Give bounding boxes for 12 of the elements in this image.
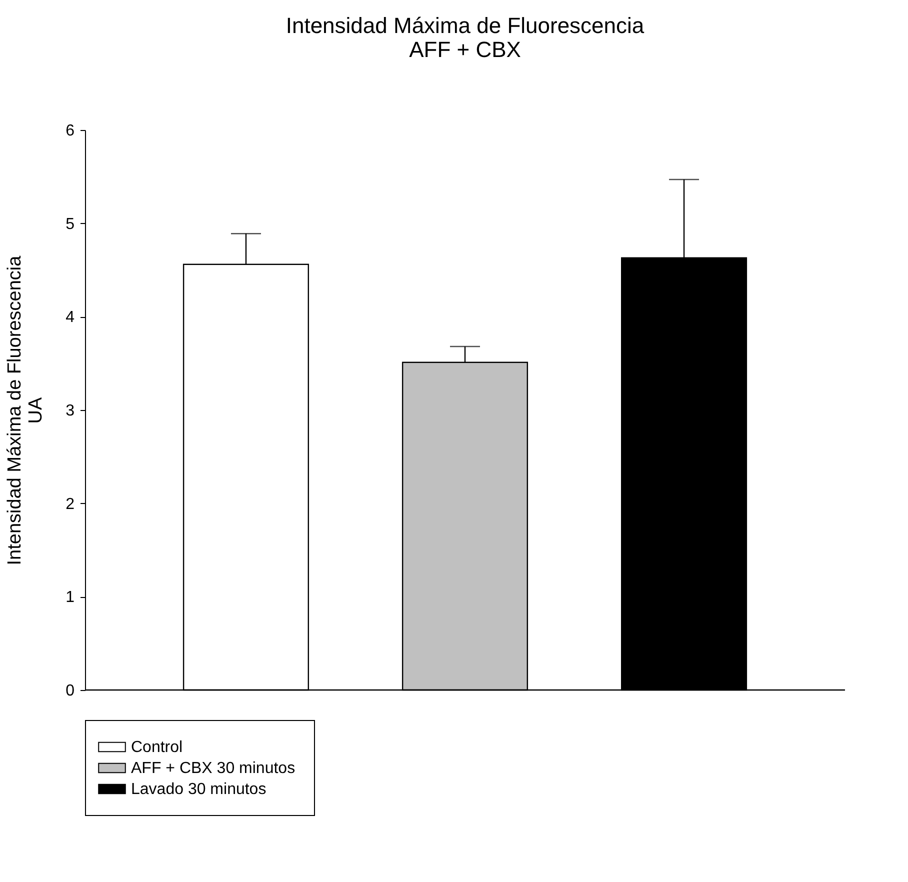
y-tick-label: 0 (66, 682, 75, 700)
legend-label: Control (131, 739, 183, 756)
y-tick-label: 5 (66, 216, 75, 233)
y-axis-title: Intensidad Máxima de Fluorescencia UA (4, 255, 47, 566)
legend-label: AFF + CBX 30 minutos (131, 760, 296, 777)
y-tick-label: 3 (66, 402, 75, 420)
legend-label: Lavado 30 minutos (131, 781, 266, 798)
y-tick-label: 2 (66, 496, 75, 513)
chart-title: Intensidad Máxima de Fluorescencia AFF + CBX (286, 13, 645, 62)
y-tick-label: 1 (66, 589, 75, 606)
y-tick-label: 6 (66, 122, 75, 140)
y-tick-label: 4 (66, 309, 75, 326)
